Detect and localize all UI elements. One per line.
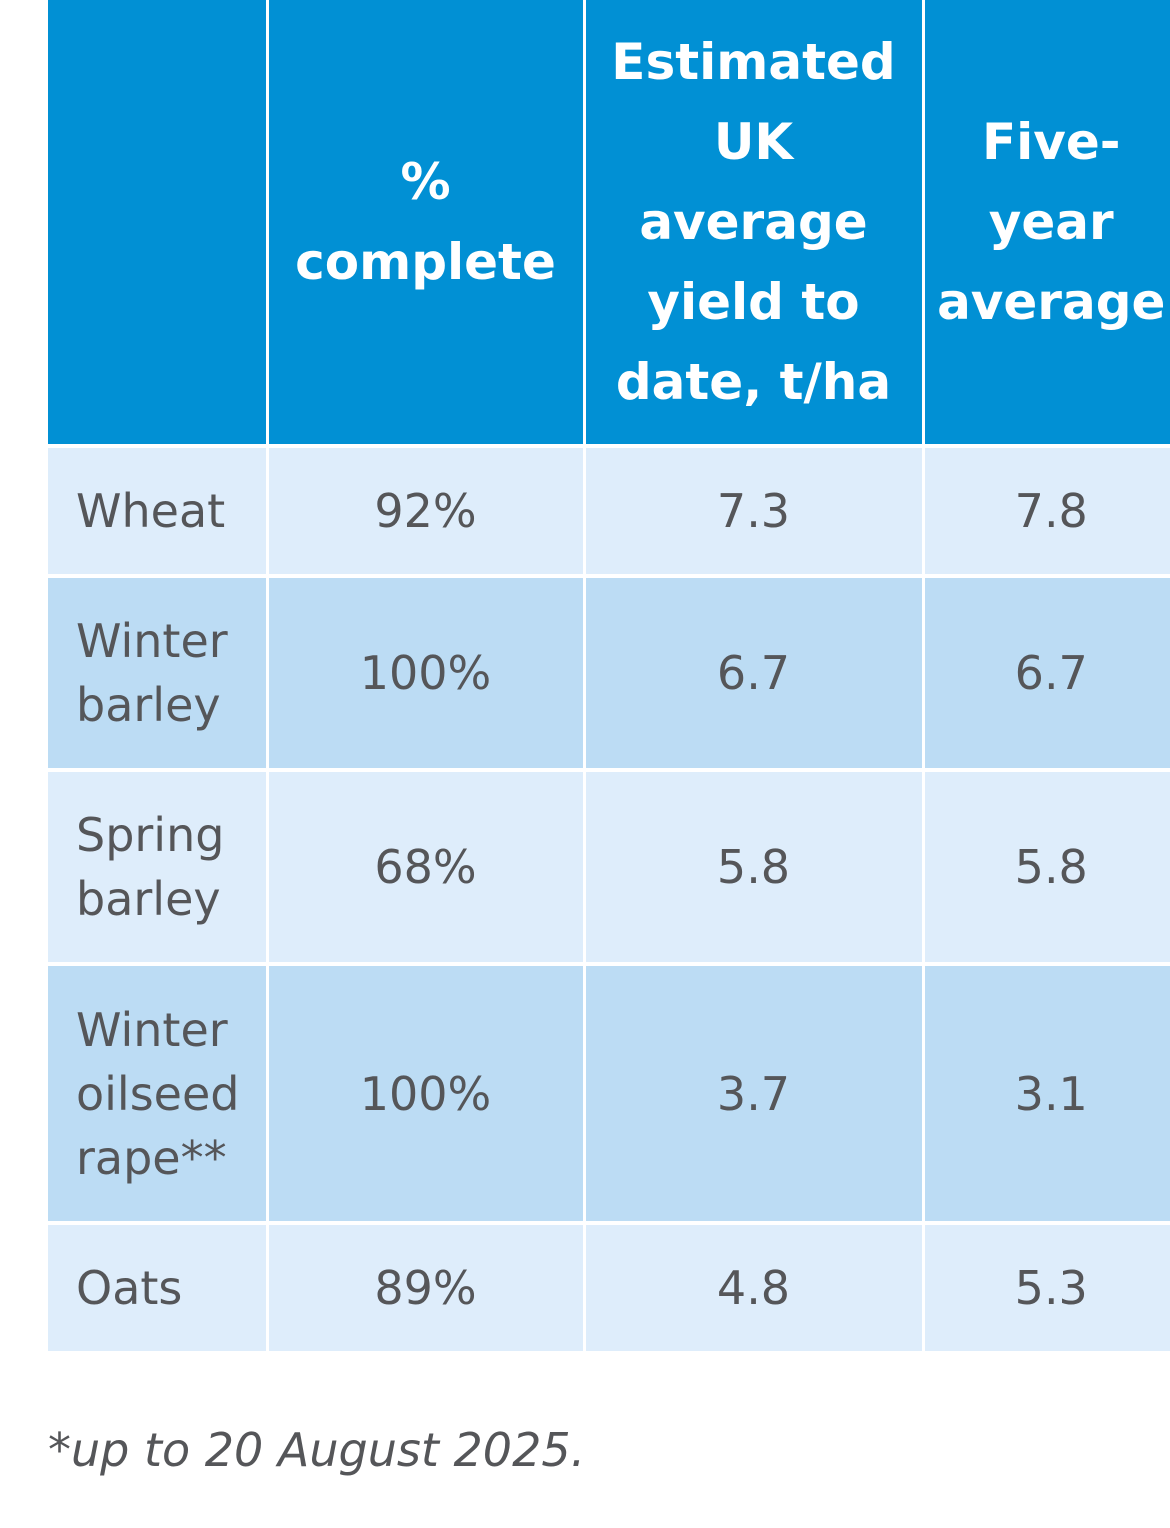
estimated-yield: 6.7 [582, 574, 923, 770]
harvest-table-container: % complete Estimated UK average yield to… [48, 0, 1170, 1351]
percent-complete: 100% [265, 962, 584, 1223]
header-estimated-yield: Estimated UK average yield to date, t/ha [582, 0, 923, 446]
estimated-yield: 4.8 [582, 1221, 923, 1351]
percent-complete: 89% [265, 1221, 584, 1351]
harvest-progress-table: % complete Estimated UK average yield to… [48, 0, 1170, 1351]
header-five-year-average: Five-year average [921, 0, 1170, 446]
crop-name: Winter barley [48, 574, 267, 770]
five-year-average: 5.3 [921, 1221, 1170, 1351]
five-year-average: 7.8 [921, 444, 1170, 576]
table-header-row: % complete Estimated UK average yield to… [48, 0, 1170, 446]
crop-name: Oats [48, 1221, 267, 1351]
five-year-average: 5.8 [921, 768, 1170, 964]
header-percent-complete: % complete [265, 0, 584, 446]
five-year-average: 6.7 [921, 574, 1170, 770]
percent-complete: 92% [265, 444, 584, 576]
estimated-yield: 7.3 [582, 444, 923, 576]
estimated-yield: 3.7 [582, 962, 923, 1223]
table-row: Winter oilseed rape** 100% 3.7 3.1 [48, 962, 1170, 1223]
crop-name: Winter oilseed rape** [48, 962, 267, 1223]
table-row: Spring barley 68% 5.8 5.8 [48, 768, 1170, 964]
crop-name: Spring barley [48, 768, 267, 964]
crop-name: Wheat [48, 444, 267, 576]
estimated-yield: 5.8 [582, 768, 923, 964]
table-row: Winter barley 100% 6.7 6.7 [48, 574, 1170, 770]
five-year-average: 3.1 [921, 962, 1170, 1223]
header-crop [48, 0, 267, 446]
table-footnote: *up to 20 August 2025. [48, 1423, 586, 1477]
table-row: Wheat 92% 7.3 7.8 [48, 444, 1170, 576]
table-row: Oats 89% 4.8 5.3 [48, 1221, 1170, 1351]
percent-complete: 68% [265, 768, 584, 964]
percent-complete: 100% [265, 574, 584, 770]
